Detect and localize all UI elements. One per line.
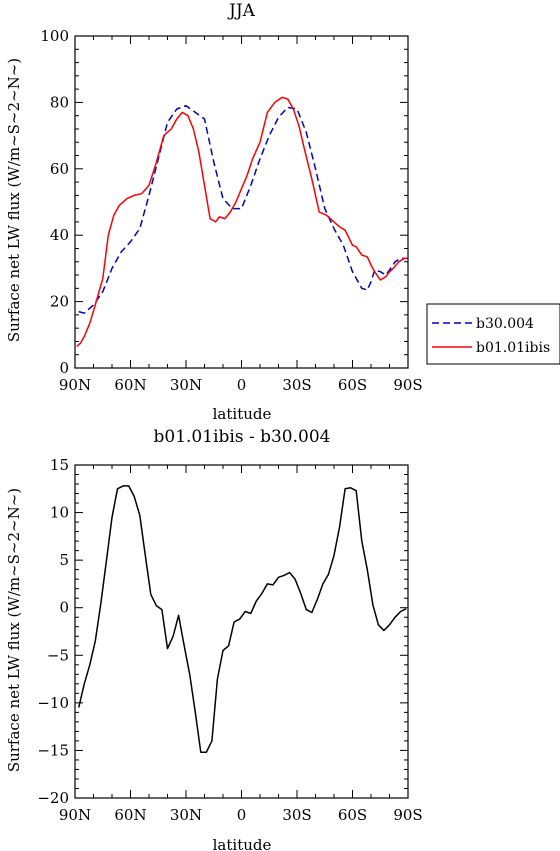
top-x-tick-label: 0 [237,376,247,394]
bottom-y-tick-label: −5 [47,646,69,664]
top-y-tick-label: 20 [50,293,69,311]
top-series-line-b30-004 [78,104,407,314]
bottom-y-tick-label: 15 [50,456,69,474]
top-x-tick-label: 30S [282,376,311,394]
top-y-tick-label: 40 [50,226,69,244]
top-plot-area: 90N 60N 30N 0 30S 60S 90S 0 20 40 60 80 100 [40,27,422,394]
bottom-x-tick-label: 60S [338,806,367,824]
bottom-plot-frame [74,464,409,799]
bottom-series-line-difference [77,485,407,754]
top-y-tick-label: 100 [40,27,69,45]
bottom-x-tick-label: 30S [282,806,311,824]
top-y-tick-label: 80 [50,93,69,111]
legend-label-b01-01ibis: b01.01ibis [476,340,550,356]
bottom-x-tick-label: 30N [170,806,202,824]
bottom-y-tick-label: −15 [37,741,69,759]
bottom-y-tick-label: −20 [37,789,69,807]
top-y-axis-label: Surface net LW flux (W/m~S~2~N~) [5,58,23,342]
top-chart-title: JJA [227,1,256,21]
bottom-x-tick-label: 60N [114,806,146,824]
legend-box [426,303,560,365]
top-panel: JJA latitude Surface net LW flux (W/m~S~… [5,1,560,423]
top-y-tick-label: 60 [50,160,69,178]
bottom-y-axis-label: Surface net LW flux (W/m~S~2~N~) [5,488,23,772]
top-plot-frame [74,35,409,369]
bottom-y-tick-label: −10 [37,694,69,712]
top-x-tick-label: 60S [338,376,367,394]
top-x-tick-label: 90S [393,376,422,394]
top-x-axis-label: latitude [213,405,272,423]
bottom-y-tick-label: 0 [59,599,69,617]
bottom-x-axis-label: latitude [213,836,272,851]
top-x-tick-label: 30N [170,376,202,394]
bottom-plot-area: 90N 60N 30N 0 30S 60S 90S −20 −15 −10 −5 0 5 10 15 [37,456,422,824]
bottom-y-tick-label: 5 [59,551,69,569]
legend: b30.004 b01.01ibis [426,303,560,365]
bottom-x-tick-label: 90N [59,806,91,824]
bottom-y-tick-label: 10 [50,504,69,522]
bottom-chart-title: b01.01ibis - b30.004 [154,427,331,447]
bottom-x-tick-label: 90S [393,806,422,824]
top-x-tick-label: 90N [59,376,91,394]
top-x-tick-label: 60N [114,376,146,394]
bottom-panel: b01.01ibis - b30.004 latitude Surface ne… [5,427,423,851]
bottom-x-tick-label: 0 [237,806,247,824]
top-y-tick-label: 0 [59,359,69,377]
top-series-line-b01-01ibis [76,96,408,347]
legend-label-b30-004: b30.004 [476,316,534,332]
